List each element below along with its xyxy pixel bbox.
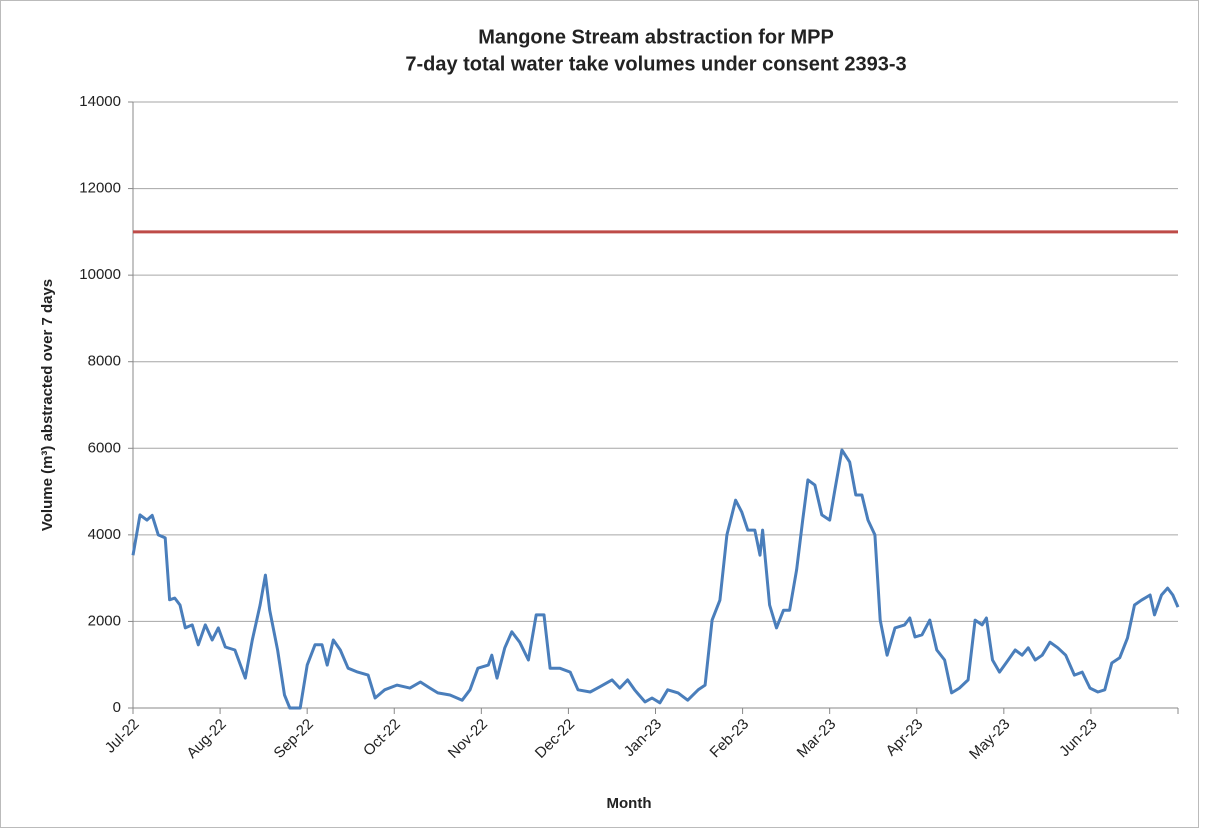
y-tick-label: 8000	[88, 353, 121, 370]
data-line	[131, 448, 1180, 710]
y-tick-label: 0	[113, 699, 121, 716]
y-axis-label: Volume (m³) abstracted over 7 days	[39, 279, 56, 531]
y-tick-label: 4000	[88, 526, 121, 543]
chart-subtitle: 7-day total water take volumes under con…	[405, 53, 906, 75]
x-axis-label: Month	[607, 795, 652, 812]
y-tick-label: 10000	[79, 266, 121, 283]
y-tick-label: 2000	[88, 612, 121, 629]
y-tick-label: 6000	[88, 439, 121, 456]
chart-title: Mangone Stream abstraction for MPP	[478, 26, 834, 48]
y-tick-label: 12000	[79, 180, 121, 197]
y-tick-label: 14000	[79, 93, 121, 110]
